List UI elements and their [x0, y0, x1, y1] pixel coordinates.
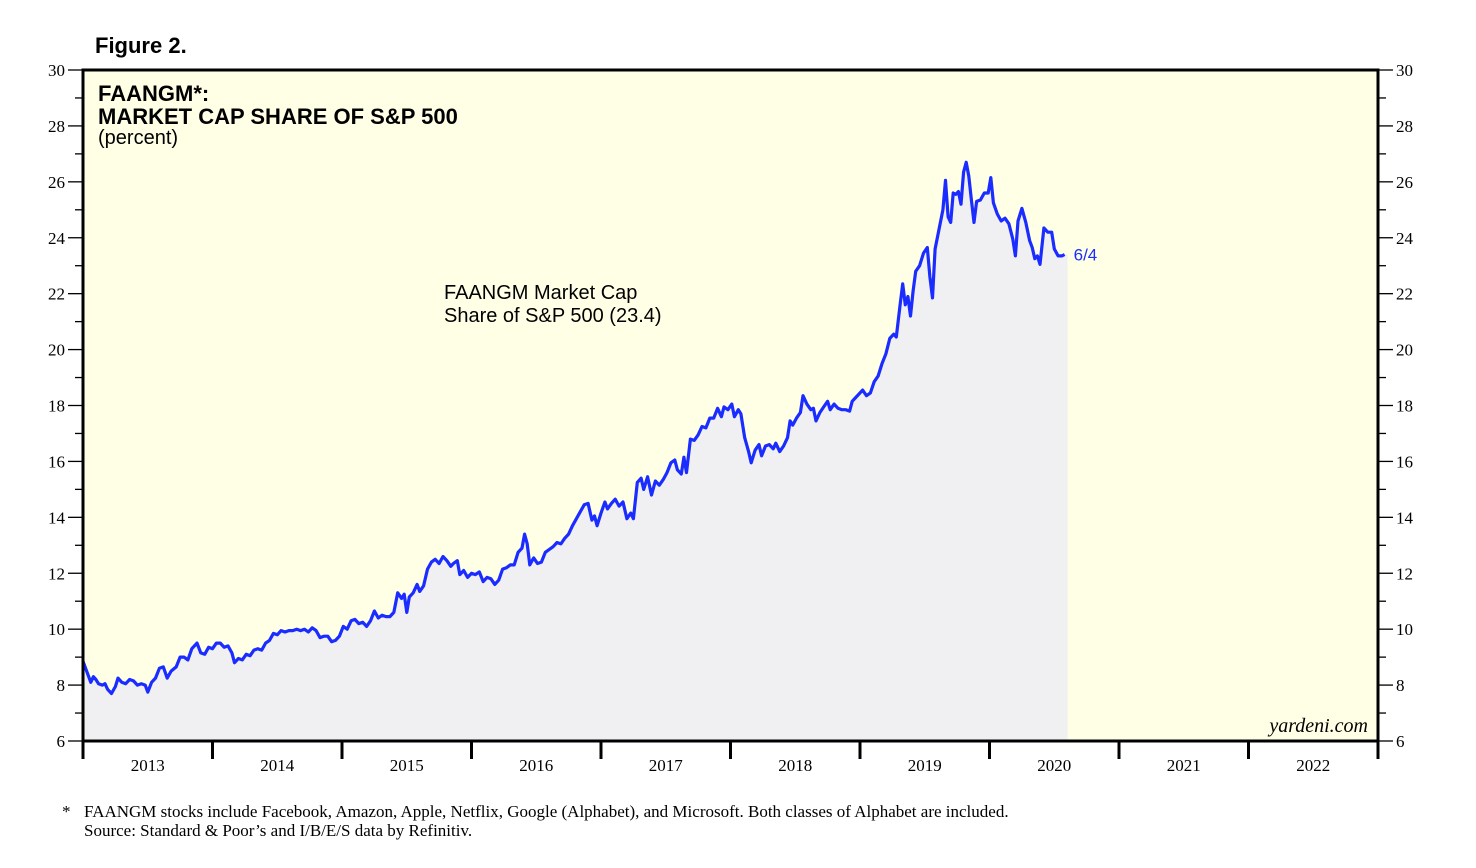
y-tick-label-left: 28 [48, 117, 65, 136]
x-tick-label: 2014 [260, 756, 295, 775]
x-tick-label: 2019 [908, 756, 942, 775]
y-tick-label-left: 30 [48, 61, 65, 80]
y-tick-label-left: 12 [48, 564, 65, 583]
series-line [81, 160, 1066, 696]
x-tick-label: 2022 [1296, 756, 1330, 775]
y-tick-label-right: 10 [1396, 620, 1413, 639]
y-tick-label-right: 14 [1396, 508, 1414, 527]
y-tick-label-left: 26 [48, 173, 65, 192]
end-date-label: 6/4 [1074, 246, 1098, 265]
y-tick-label-right: 16 [1396, 452, 1413, 471]
y-tick-label-left: 18 [48, 397, 65, 416]
y-axis-left: 6 8 10 12 14 16 18 20 22 24 26 28 30 [48, 61, 83, 751]
x-tick-label: 2016 [519, 756, 553, 775]
y-tick-label-right: 28 [1396, 117, 1413, 136]
y-tick-label-right: 30 [1396, 61, 1413, 80]
y-tick-label-right: 20 [1396, 341, 1413, 360]
y-tick-label-left: 24 [48, 229, 66, 248]
chart-subtitle: (percent) [98, 127, 178, 149]
series-annotation-line1: FAANGM Market Cap [444, 282, 637, 304]
figure-label: Figure 2. [95, 33, 187, 58]
chart-title-line1: FAANGM*: [98, 81, 209, 106]
y-tick-label-right: 12 [1396, 564, 1413, 583]
y-axis-right: 6 8 10 12 14 16 18 20 22 24 26 28 30 [1378, 61, 1414, 751]
y-tick-label-right: 8 [1396, 676, 1405, 695]
y-tick-label-left: 8 [57, 676, 66, 695]
y-tick-label-left: 20 [48, 341, 65, 360]
y-tick-label-left: 6 [57, 732, 66, 751]
source-credit: yardeni.com [1267, 715, 1368, 737]
x-tick-label: 2015 [390, 756, 424, 775]
y-tick-label-left: 14 [48, 508, 66, 527]
x-tick-label: 2021 [1167, 756, 1201, 775]
footnote-marker: * [62, 802, 71, 821]
footnote-line2: Source: Standard & Poor’s and I/B/E/S da… [84, 821, 472, 840]
x-tick-label: 2018 [778, 756, 812, 775]
y-tick-label-left: 22 [48, 285, 65, 304]
footnote-line1: FAANGM stocks include Facebook, Amazon, … [84, 802, 1009, 821]
x-axis: 2013 2014 2015 2016 2017 2018 2019 2020 2021 2022 [81, 741, 1380, 775]
y-tick-label-right: 26 [1396, 173, 1413, 192]
y-tick-label-right: 24 [1396, 229, 1414, 248]
x-tick-label: 2020 [1037, 756, 1071, 775]
y-tick-label-left: 16 [48, 452, 65, 471]
x-tick-label: 2013 [131, 756, 165, 775]
series-area-fill [83, 162, 1068, 742]
y-tick-label-right: 6 [1396, 732, 1405, 751]
y-tick-label-left: 10 [48, 620, 65, 639]
chart-title-line2: MARKET CAP SHARE OF S&P 500 [98, 104, 458, 129]
series-annotation-line2: Share of S&P 500 (23.4) [444, 305, 662, 327]
y-tick-label-right: 18 [1396, 397, 1413, 416]
x-tick-label: 2017 [649, 756, 684, 775]
y-tick-label-right: 22 [1396, 285, 1413, 304]
